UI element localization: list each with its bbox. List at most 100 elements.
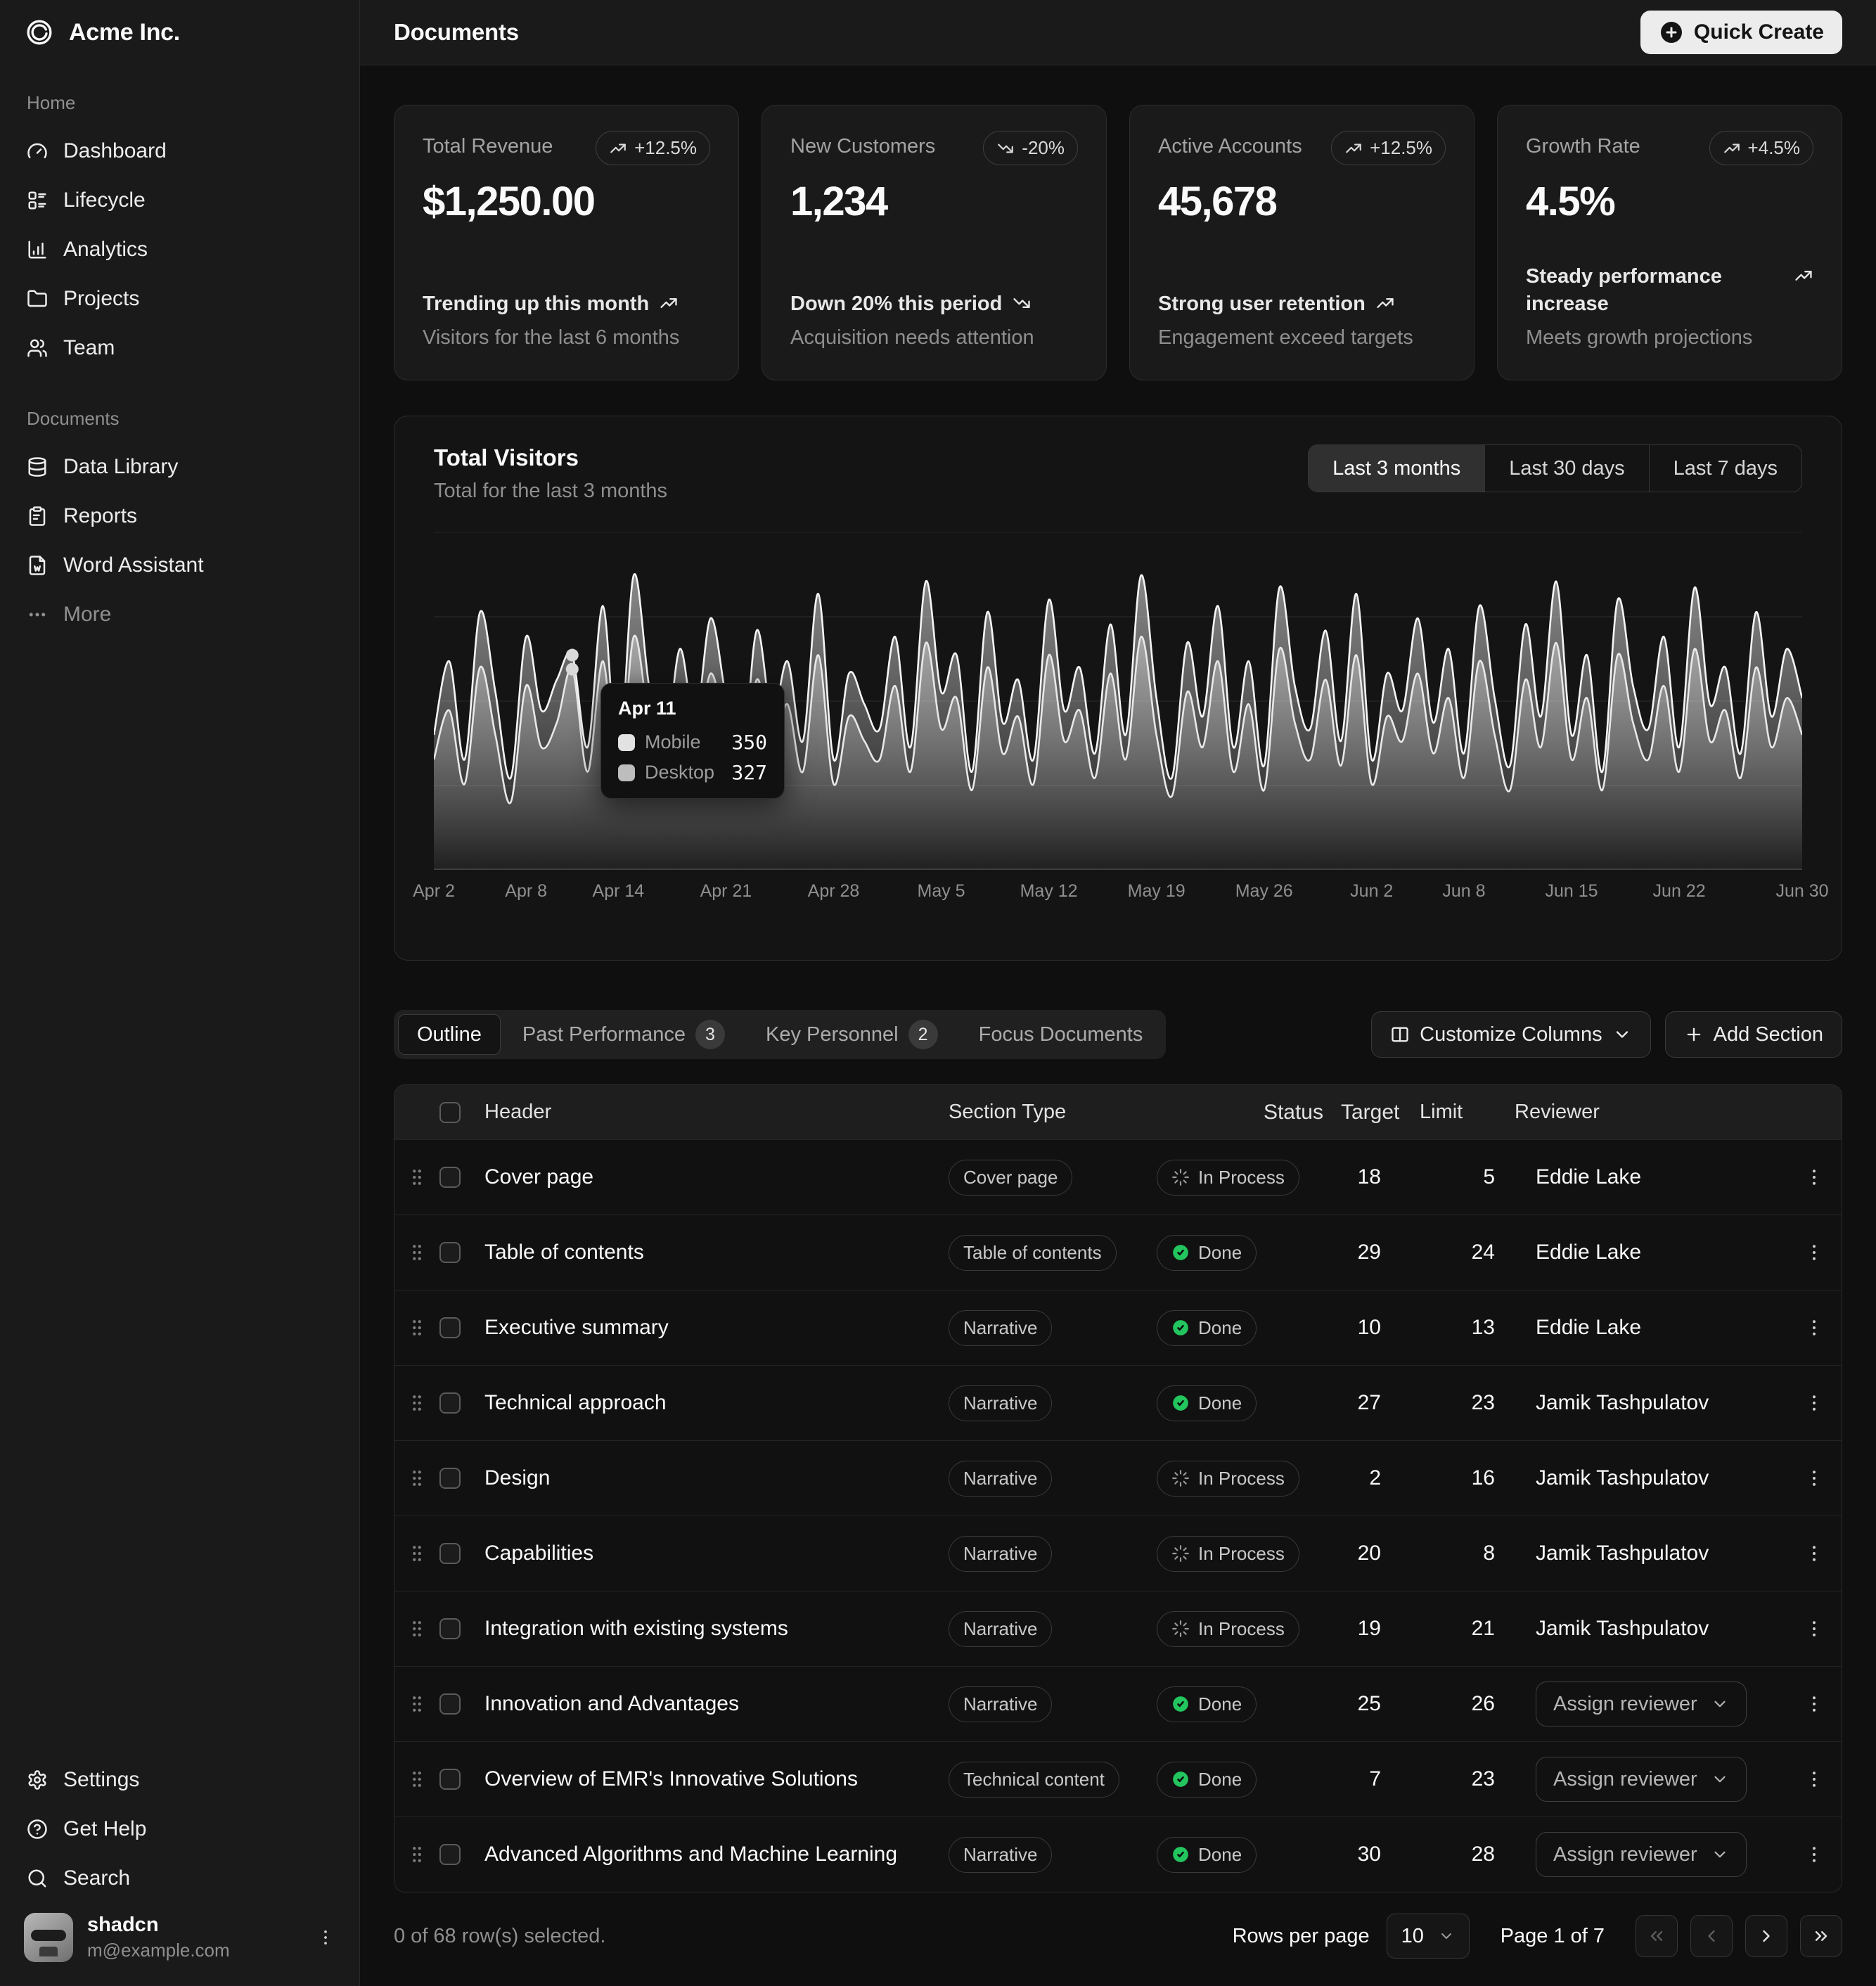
table-row: Design Narrative In Process 2 16 Jamik Tashpu…: [394, 1440, 1842, 1516]
row-header-link[interactable]: Design: [484, 1466, 551, 1490]
range-option-last-3-months[interactable]: Last 3 months: [1309, 445, 1486, 492]
drag-handle[interactable]: [394, 1769, 439, 1790]
row-checkbox[interactable]: [439, 1618, 461, 1639]
row-header-link[interactable]: Table of contents: [484, 1241, 644, 1264]
row-menu-button[interactable]: [1787, 1468, 1842, 1489]
users-icon: [27, 338, 48, 359]
row-checkbox[interactable]: [439, 1392, 461, 1414]
row-checkbox[interactable]: [439, 1543, 461, 1564]
status-label: Done: [1198, 1316, 1242, 1338]
previous-page-button[interactable]: [1690, 1915, 1733, 1957]
tab-past-performance[interactable]: Past Performance 3: [503, 1014, 744, 1055]
target-cell: 18: [1357, 1165, 1381, 1189]
row-header-link[interactable]: Overview of EMR's Innovative Solutions: [484, 1767, 858, 1790]
grip-icon: [406, 1317, 428, 1338]
sidebar-item-more[interactable]: More: [11, 590, 348, 639]
footer-title-text: Strong user retention: [1158, 293, 1366, 316]
sidebar-item-team[interactable]: Team: [11, 323, 348, 373]
row-menu-button[interactable]: [1787, 1618, 1842, 1639]
assign-reviewer-select[interactable]: Assign reviewer: [1536, 1832, 1747, 1877]
tab-focus-documents[interactable]: Focus Documents: [960, 1014, 1162, 1055]
trend-badge: +4.5%: [1709, 131, 1813, 165]
row-checkbox[interactable]: [439, 1167, 461, 1188]
row-menu-button[interactable]: [1787, 1769, 1842, 1790]
row-checkbox-cell: [439, 1844, 484, 1865]
section-type-cell: Narrative: [949, 1460, 1157, 1497]
sidebar-item-lifecycle[interactable]: Lifecycle: [11, 176, 348, 225]
stat-card-label: Total Revenue: [423, 135, 553, 158]
row-header-link[interactable]: Capabilities: [484, 1542, 594, 1565]
stat-card-value: $1,250.00: [423, 179, 596, 224]
row-menu-button[interactable]: [1787, 1167, 1842, 1188]
row-header-link[interactable]: Technical approach: [484, 1391, 667, 1414]
row-menu-button[interactable]: [1787, 1543, 1842, 1564]
drag-handle[interactable]: [394, 1693, 439, 1715]
sidebar-item-settings[interactable]: Settings: [11, 1755, 348, 1805]
sidebar-item-dashboard[interactable]: Dashboard: [11, 127, 348, 176]
row-header-link[interactable]: Innovation and Advantages: [484, 1692, 739, 1715]
drag-handle[interactable]: [394, 1242, 439, 1263]
row-checkbox[interactable]: [439, 1317, 461, 1338]
row-menu-button[interactable]: [1787, 1844, 1842, 1865]
select-all-checkbox[interactable]: [439, 1101, 461, 1123]
row-checkbox[interactable]: [439, 1844, 461, 1865]
sidebar-item-search[interactable]: Search: [11, 1854, 348, 1903]
drag-handle[interactable]: [394, 1392, 439, 1414]
x-tick: May 26: [1235, 881, 1293, 901]
row-menu-button[interactable]: [1787, 1693, 1842, 1715]
sidebar-item-projects[interactable]: Projects: [11, 274, 348, 323]
column-header-section-type: Section Type: [949, 1101, 1067, 1123]
rows-per-page: Rows per page 10: [1233, 1914, 1470, 1959]
row-checkbox[interactable]: [439, 1769, 461, 1790]
row-menu-button[interactable]: [1787, 1242, 1842, 1263]
first-page-button[interactable]: [1636, 1915, 1678, 1957]
drag-handle[interactable]: [394, 1468, 439, 1489]
quick-create-button[interactable]: Quick Create: [1640, 11, 1842, 54]
drag-handle[interactable]: [394, 1618, 439, 1639]
user-menu-ellipsis-icon[interactable]: [316, 1928, 335, 1947]
org-switcher[interactable]: Acme Inc.: [0, 0, 359, 65]
file-word-icon: [27, 555, 48, 576]
row-menu-button[interactable]: [1787, 1317, 1842, 1338]
row-header-link[interactable]: Executive summary: [484, 1316, 669, 1339]
chart-x-axis: Apr 2 Apr 8 Apr 14 Apr 21 Apr 28 May 5 May 12 M…: [413, 881, 1828, 915]
user-menu[interactable]: shadcn m@example.com: [11, 1903, 348, 1972]
sidebar-item-word-assistant[interactable]: Word Assistant: [11, 541, 348, 590]
row-checkbox[interactable]: [439, 1693, 461, 1715]
row-menu-button[interactable]: [1787, 1392, 1842, 1414]
drag-handle[interactable]: [394, 1317, 439, 1338]
row-checkbox[interactable]: [439, 1468, 461, 1489]
row-header-link[interactable]: Cover page: [484, 1165, 594, 1189]
row-header-link[interactable]: Advanced Algorithms and Machine Learning: [484, 1843, 898, 1866]
drag-handle[interactable]: [394, 1844, 439, 1865]
add-section-label: Add Section: [1713, 1023, 1823, 1046]
section-type-badge: Narrative: [949, 1610, 1053, 1647]
next-page-button[interactable]: [1745, 1915, 1787, 1957]
assign-reviewer-select[interactable]: Assign reviewer: [1536, 1681, 1747, 1726]
last-page-button[interactable]: [1800, 1915, 1842, 1957]
sidebar-item-analytics[interactable]: Analytics: [11, 225, 348, 274]
sidebar-item-label: Projects: [63, 287, 140, 310]
range-option-last-7-days[interactable]: Last 7 days: [1650, 445, 1801, 492]
customize-columns-button[interactable]: Customize Columns: [1371, 1011, 1651, 1058]
row-checkbox[interactable]: [439, 1242, 461, 1263]
trending-up-icon: [1375, 290, 1395, 313]
add-section-button[interactable]: Add Section: [1664, 1011, 1842, 1058]
rows-per-page-select[interactable]: 10: [1386, 1914, 1470, 1959]
tab-count-badge: 2: [908, 1020, 938, 1049]
tab-key-personnel[interactable]: Key Personnel 2: [747, 1014, 957, 1055]
sidebar-nav: Home Dashboard Lifecycle Analytics Projects T…: [0, 65, 359, 667]
drag-handle[interactable]: [394, 1543, 439, 1564]
assign-reviewer-select[interactable]: Assign reviewer: [1536, 1757, 1747, 1802]
x-tick: May 5: [917, 881, 965, 901]
chart-plot-area[interactable]: Apr 11 Mobile 350 Desktop 327: [432, 532, 1804, 870]
drag-handle[interactable]: [394, 1167, 439, 1188]
range-option-last-30-days[interactable]: Last 30 days: [1485, 445, 1650, 492]
sidebar-item-reports[interactable]: Reports: [11, 492, 348, 541]
sidebar-item-label: Dashboard: [63, 139, 167, 162]
sidebar-item-data-library[interactable]: Data Library: [11, 442, 348, 492]
row-header-link[interactable]: Integration with existing systems: [484, 1617, 788, 1640]
reviewer-cell: Jamik Tashpulatov: [1536, 1466, 1709, 1490]
sidebar-item-get-help[interactable]: Get Help: [11, 1805, 348, 1854]
tab-outline[interactable]: Outline: [398, 1014, 501, 1055]
